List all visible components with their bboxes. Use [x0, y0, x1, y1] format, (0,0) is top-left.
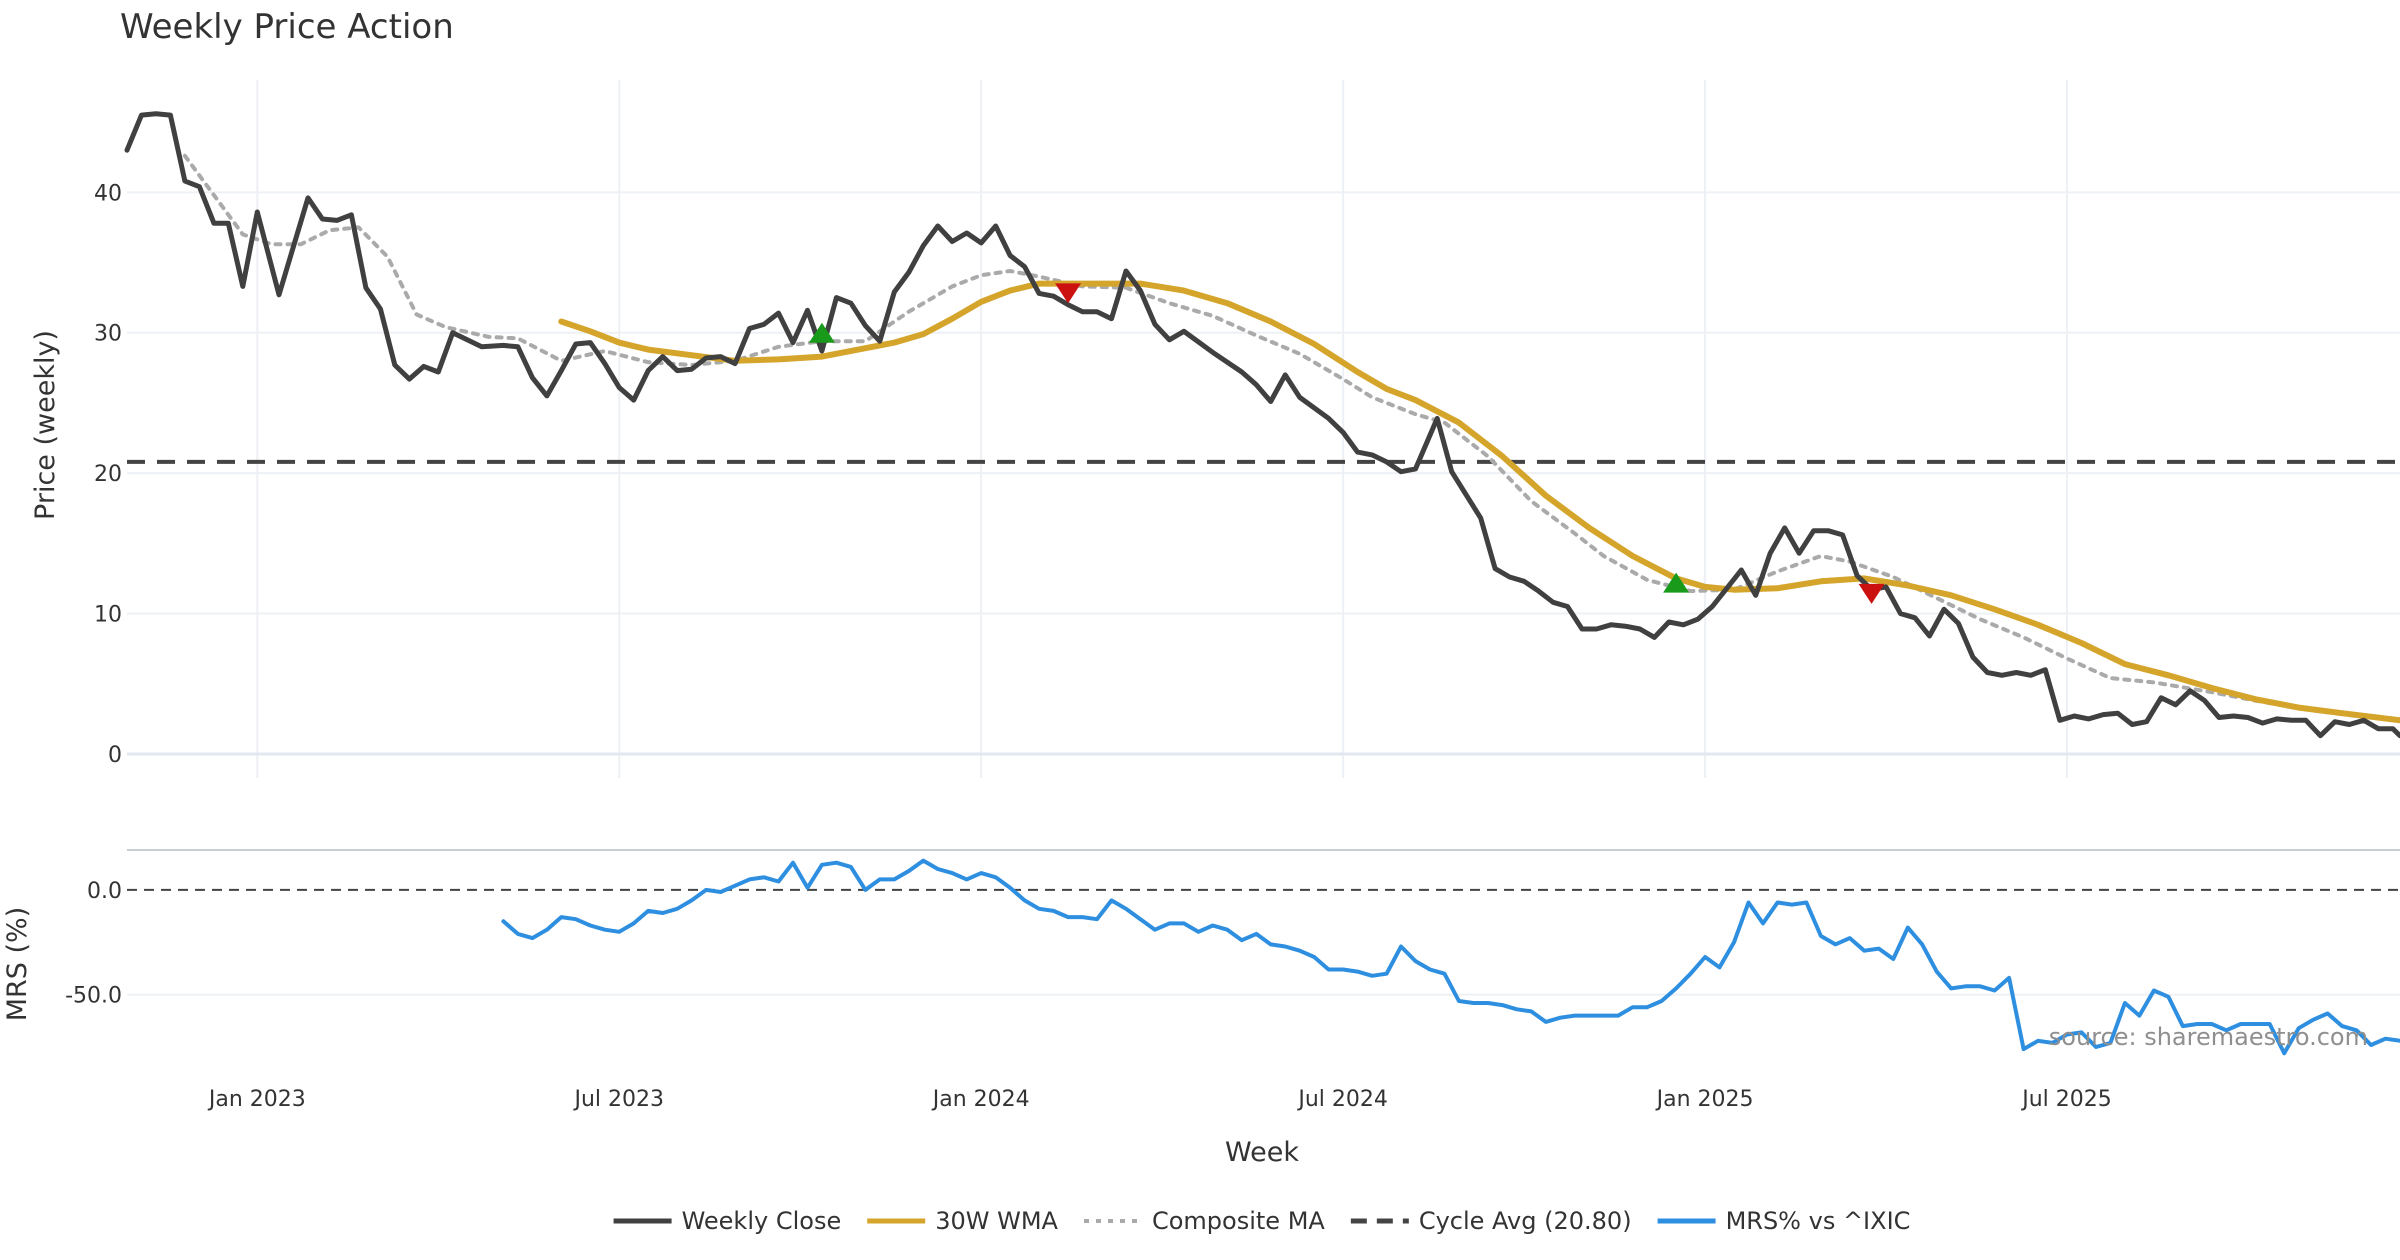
x-tick-label: Jul 2023 [572, 1087, 664, 1112]
price-y-tick-label: 20 [94, 462, 122, 487]
mrs-grid: 0.0 -50.0 [65, 849, 2400, 1009]
legend-label-mrs: MRS% vs ^IXIC [1726, 1207, 1911, 1235]
mrs-series-layer [501, 858, 2400, 1056]
price-y-axis-title: Price (weekly) [30, 330, 61, 520]
weekly-close-line [124, 111, 2400, 739]
x-tick-label: Jul 2024 [1296, 1087, 1388, 1112]
x-tick-label: Jul 2025 [2020, 1087, 2112, 1112]
legend: Weekly Close 30W WMA Composite MA Cycle Avg… [613, 1207, 1911, 1235]
source-annotation: source: sharemaestro.com [2049, 1023, 2368, 1051]
legend-label-cycle: Cycle Avg (20.80) [1419, 1207, 1632, 1235]
x-tick-label: Jan 2025 [1655, 1087, 1754, 1112]
wma-30w-line [558, 280, 2400, 724]
signal-markers [808, 283, 1885, 604]
price-y-tick-label: 30 [94, 322, 122, 347]
legend-label-close: Weekly Close [682, 1207, 842, 1235]
x-tick-label: Jan 2023 [207, 1087, 306, 1112]
sell-signal-marker [1055, 283, 1082, 304]
buy-signal-marker [808, 322, 835, 343]
mrs-y-tick-label: -50.0 [65, 984, 122, 1009]
x-axis-ticks: Jan 2023 Jul 2023 Jan 2024 Jul 2024 Jan 2025… [207, 1087, 2112, 1112]
price-series-layer [124, 111, 2400, 739]
price-y-tick-label: 10 [94, 603, 122, 628]
sell-signal-marker [1858, 583, 1885, 604]
legend-label-composite: Composite MA [1152, 1207, 1325, 1235]
x-axis-title: Week [1225, 1137, 1299, 1168]
composite-ma-line [182, 153, 2400, 723]
price-y-tick-label: 40 [94, 181, 122, 206]
legend-label-wma: 30W WMA [935, 1207, 1058, 1235]
mrs-y-axis-title: MRS (%) [2, 907, 33, 1022]
chart-title: Weekly Price Action [120, 7, 454, 47]
x-tick-label: Jan 2024 [931, 1087, 1030, 1112]
price-y-tick-label: 0 [108, 743, 122, 768]
mrs-line [501, 858, 2400, 1056]
mrs-y-tick-label: 0.0 [87, 879, 122, 904]
price-grid: 0 10 20 30 40 [94, 80, 2400, 778]
buy-signal-marker [1663, 572, 1690, 593]
